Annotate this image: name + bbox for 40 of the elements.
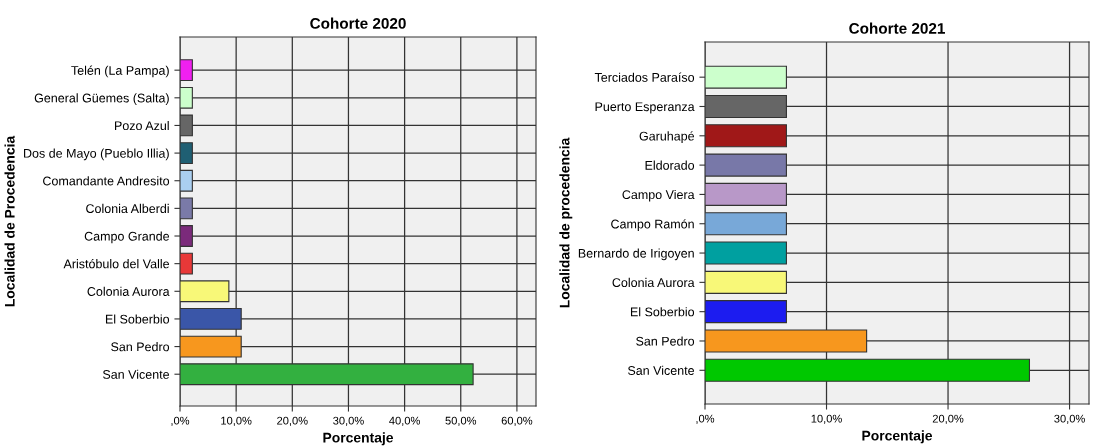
- y-tick-label: San Pedro: [636, 336, 695, 346]
- x-tick-label: 50,0%: [445, 416, 477, 426]
- y-axis-title: Localidad de procedencia: [559, 137, 573, 308]
- x-tick-label: 10,0%: [221, 416, 252, 426]
- y-tick-label: Campo Grande: [84, 231, 170, 244]
- y-axis-title: Localidad de Procedencia: [4, 135, 15, 307]
- x-tick-label: 60,0%: [501, 416, 533, 426]
- y-tick-label: Colonia Aurora: [87, 286, 170, 296]
- y-tick-label: Terciados Paraíso: [594, 72, 695, 82]
- x-tick-label: 10,0%: [811, 414, 842, 424]
- y-tick-label: Telén (La Pampa): [71, 65, 169, 78]
- chart-title: Cohorte 2021: [849, 22, 945, 34]
- y-tick-label: El Soberbio: [630, 307, 695, 317]
- x-tick-label: 20,0%: [277, 416, 308, 426]
- y-tick-label: San Vicente: [102, 369, 170, 379]
- y-tick-label: Pozo Azul: [115, 120, 169, 131]
- y-tick-label: Comandante Andresito: [43, 176, 170, 186]
- y-tick-label: Colonia Alberdi: [86, 203, 169, 214]
- y-tick-label: San Pedro: [111, 342, 170, 352]
- x-tick-label: 30,0%: [1054, 414, 1085, 424]
- y-tick-label: General Güemes (Salta): [34, 93, 169, 105]
- y-tick-label: Puerto Esperanza: [595, 102, 695, 114]
- y-tick-label: Campo Ramón: [611, 219, 694, 231]
- x-tick-label: ,0%: [171, 416, 190, 426]
- y-tick-label: Aristóbulo del Valle: [63, 258, 170, 269]
- x-tick-label: 40,0%: [389, 416, 420, 426]
- y-tick-label: El Soberbio: [105, 314, 170, 324]
- x-tick-label: 20,0%: [932, 414, 964, 424]
- y-tick-label: San Vicente: [627, 365, 695, 375]
- x-tick-label: 30,0%: [333, 416, 364, 426]
- x-tick-label: ,0%: [696, 414, 715, 424]
- chart-title: Cohorte 2020: [310, 17, 406, 29]
- y-tick-label: Dos de Mayo (Pueblo Illia): [24, 148, 169, 161]
- y-tick-label: Bernardo de Irigoyen: [578, 248, 694, 261]
- y-tick-label: Campo Viera: [622, 189, 695, 202]
- y-tick-label: Eldorado: [645, 160, 695, 170]
- x-axis-title: Porcentaje: [323, 432, 394, 446]
- y-tick-label: Garuhapé: [639, 131, 695, 143]
- y-tick-label: Colonia Aurora: [612, 277, 695, 288]
- x-axis-title: Porcentaje: [862, 430, 933, 444]
